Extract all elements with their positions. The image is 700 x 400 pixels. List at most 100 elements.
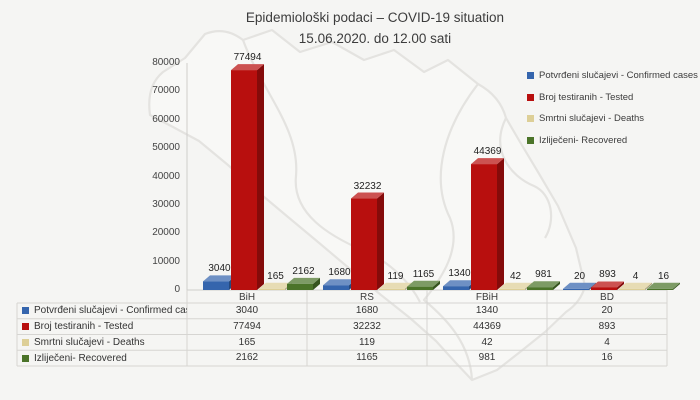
table-row-label: Smrtni slučajevi - Deaths — [17, 335, 187, 351]
legend-item-3: Izliječeni- Recovered — [527, 130, 698, 152]
bar-FBiH-s1-side — [497, 158, 504, 290]
bar-value-label: 3040 — [208, 263, 231, 275]
bar-FBiH-s2-top — [499, 282, 532, 289]
bar-value-label: 16 — [657, 270, 670, 282]
bar-value-label: 42 — [509, 270, 522, 282]
table-cell: 1165 — [356, 352, 378, 364]
chart-title-line2: 15.06.2020. do 12.00 sati — [298, 31, 452, 46]
bar-BD-s1-side — [617, 281, 624, 290]
table-cell: 981 — [478, 352, 496, 364]
table-cell: 42 — [481, 336, 493, 348]
bar-BiH-s3-front — [287, 283, 313, 290]
bar-RS-s1-front — [351, 198, 377, 290]
table-row-swatch-icon — [22, 338, 29, 346]
table-row-swatch-icon — [22, 354, 29, 362]
bar-FBiH-s3-front — [527, 287, 553, 290]
table-row-label-text: Potvrđeni slučajevi - Confirmed cases — [34, 305, 187, 317]
legend-item-2: Smrtni slučajevi - Deaths — [527, 108, 698, 130]
table-cell: 119 — [359, 336, 375, 348]
table-cell: 2162 — [235, 352, 259, 364]
bar-FBiH-s1-top — [471, 158, 504, 165]
chart-title-line1: Epidemiološki podaci – COVID-19 situatio… — [245, 10, 505, 25]
table-cell: 20 — [601, 305, 613, 316]
bar-RS-s0-front — [323, 285, 349, 290]
chart-title: Epidemiološki podaci – COVID-19 situatio… — [75, 7, 675, 49]
y-tick-label: 70000 — [152, 85, 180, 97]
table-row-label: Potvrđeni slučajevi - Confirmed cases — [17, 303, 187, 319]
bar-value-label: 1680 — [328, 267, 351, 279]
bar-BiH-s0-front — [203, 281, 229, 290]
category-label-RS: RS — [360, 292, 374, 303]
bar-BD-s1-top — [591, 281, 624, 288]
category-label-BD: BD — [600, 292, 614, 303]
bar-BiH-s1-side — [257, 64, 264, 290]
y-tick-label: 30000 — [152, 198, 180, 210]
bar-FBiH-s0-front — [443, 286, 469, 290]
bar-BD-s1-front — [591, 287, 617, 290]
bar-BiH-s3-side — [313, 277, 320, 290]
table-cell: 32232 — [353, 320, 381, 332]
bar-BD-s3-side — [673, 282, 680, 290]
table-cell: 77494 — [233, 320, 261, 332]
table-cell: 44369 — [473, 320, 501, 332]
bar-BD-s2-top — [619, 282, 652, 289]
y-tick-label: 0 — [174, 284, 180, 295]
table-cell: 1680 — [355, 305, 379, 316]
bar-RS-s3-front — [407, 286, 433, 290]
table-row-label: Broj testiranih - Tested — [17, 319, 187, 335]
bar-value-label: 4 — [632, 270, 639, 282]
legend-label: Broj testiranih - Tested — [539, 91, 634, 103]
table-row-label-text: Smrtni slučajevi - Deaths — [34, 336, 145, 348]
bar-FBiH-s1-front — [471, 164, 497, 290]
bar-BD-s0-top — [563, 282, 596, 289]
legend-label: Potvrđeni slučajevi - Confirmed cases — [539, 70, 698, 82]
legend-item-0: Potvrđeni slučajevi - Confirmed cases — [527, 65, 698, 87]
legend-label: Smrtni slučajevi - Deaths — [539, 113, 645, 125]
table-row-label: Izliječeni- Recovered — [17, 350, 187, 366]
bar-BiH-s1-front — [231, 70, 257, 290]
table-cell: 4 — [604, 336, 610, 348]
category-label-BiH: BiH — [238, 292, 256, 303]
bar-value-label: 2162 — [292, 265, 315, 277]
bar-value-label: 119 — [387, 270, 404, 282]
table-cell: 165 — [238, 336, 256, 348]
bar-BiH-s3-top — [287, 277, 320, 284]
legend-swatch-icon — [527, 136, 534, 144]
bar-FBiH-s0-top — [443, 280, 476, 287]
bar-value-label: 893 — [599, 269, 616, 281]
bar-value-label: 1340 — [448, 268, 471, 280]
legend-item-1: Broj testiranih - Tested — [527, 87, 698, 109]
bar-BD-s2-side — [645, 282, 652, 290]
bar-BD-s3-top — [647, 282, 680, 289]
bar-value-label: 32232 — [353, 180, 382, 192]
table-row-label-text: Broj testiranih - Tested — [34, 321, 134, 333]
bar-RS-s3-top — [407, 280, 440, 287]
legend-label: Izliječeni- Recovered — [539, 134, 628, 146]
table-row-swatch-icon — [22, 323, 29, 331]
y-tick-label: 80000 — [152, 57, 180, 68]
bar-FBiH-s3-side — [553, 281, 560, 290]
legend-swatch-icon — [527, 72, 534, 80]
bar-value-label: 44369 — [473, 146, 502, 158]
bar-value-label: 77494 — [233, 52, 262, 64]
bar-BiH-s2-front — [259, 288, 285, 290]
legend-swatch-icon — [527, 93, 534, 101]
table-cell: 893 — [598, 320, 616, 332]
bar-RS-s0-top — [323, 279, 356, 286]
bar-value-label: 165 — [267, 270, 284, 282]
table-cell: 1340 — [475, 305, 499, 316]
bar-value-label: 1165 — [412, 268, 435, 280]
bar-BiH-s1-top — [231, 64, 264, 71]
bar-FBiH-s2-front — [499, 288, 525, 290]
bar-RS-s3-side — [433, 280, 440, 290]
bar-RS-s1-top — [351, 192, 384, 199]
y-tick-label: 60000 — [152, 113, 180, 125]
bar-RS-s2-front — [379, 288, 405, 290]
y-tick-label: 50000 — [152, 142, 180, 154]
bar-BiH-s0-top — [203, 275, 236, 282]
bar-RS-s1-side — [377, 192, 384, 290]
legend: Potvrđeni slučajevi - Confirmed cases Bro… — [527, 65, 698, 151]
legend-swatch-icon — [527, 115, 534, 123]
